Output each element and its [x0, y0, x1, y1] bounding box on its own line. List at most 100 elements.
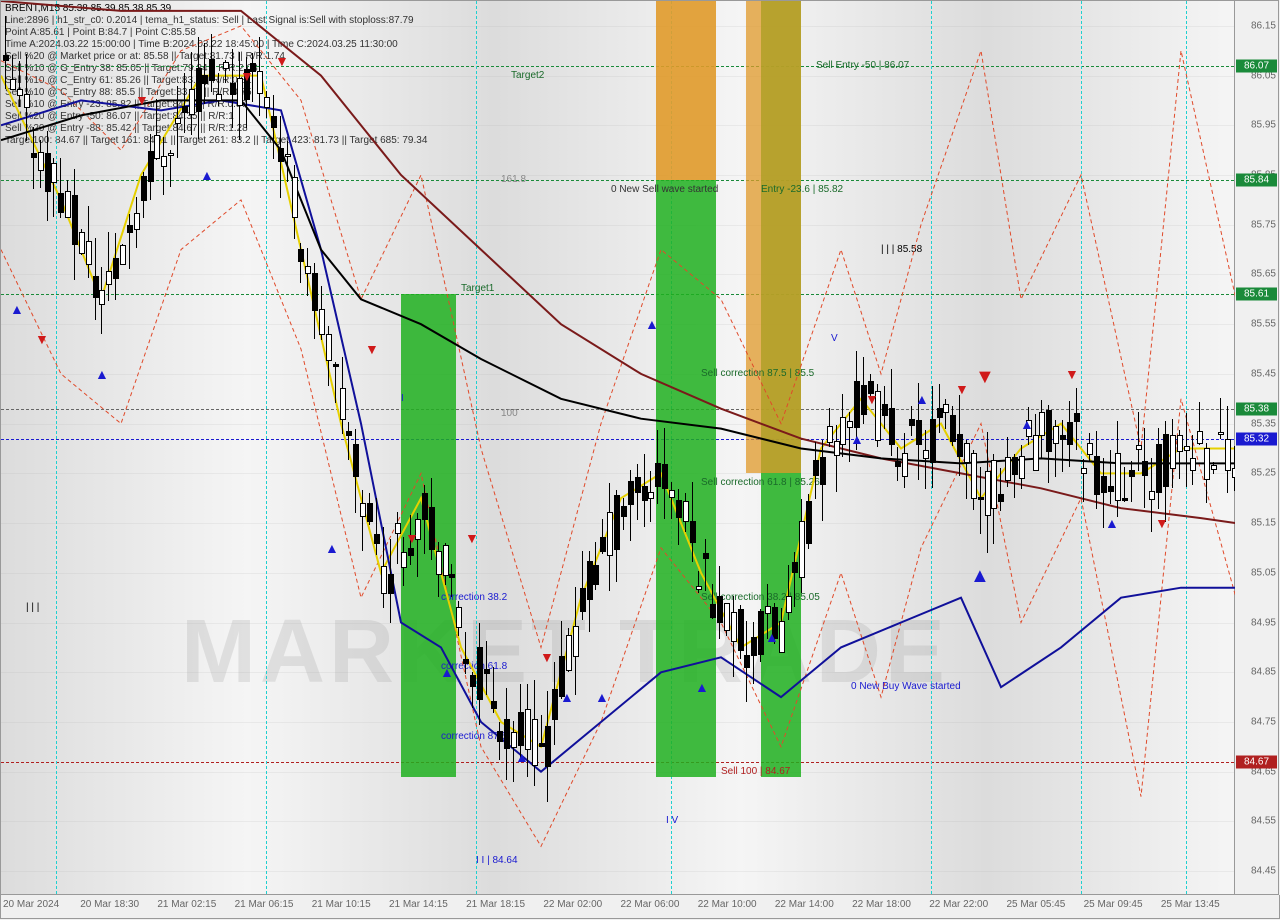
chart-label: | | |	[26, 602, 39, 613]
candle-body	[662, 464, 668, 489]
candle-body	[552, 689, 558, 720]
price-line	[1, 66, 1234, 67]
candle-body	[51, 163, 57, 183]
arrow-up-icon: ▲	[515, 749, 529, 765]
candle-body	[744, 655, 750, 668]
candle-body	[497, 731, 503, 741]
candle-body	[1170, 435, 1176, 469]
arrow-up-icon: ▲	[560, 689, 574, 705]
candle-body	[717, 596, 723, 624]
candle-body	[1122, 498, 1128, 501]
chart-label: I V	[666, 815, 678, 826]
candle-body	[305, 266, 311, 274]
candle-body	[710, 604, 716, 618]
arrow-up-icon: ▲	[440, 664, 454, 680]
candle-body	[703, 553, 709, 559]
candle-body	[621, 506, 627, 518]
grid-line	[1, 821, 1234, 822]
grid-line	[1, 672, 1234, 673]
candle-body	[758, 611, 764, 655]
y-tick: 85.65	[1251, 269, 1276, 280]
candle-body	[724, 603, 730, 631]
info-line: Sell %20 @ Market price or at: 85.58 || …	[5, 51, 285, 62]
candle-body	[93, 276, 99, 298]
candle-body	[271, 116, 277, 128]
candle-body	[751, 637, 757, 656]
candle-wick	[5, 16, 6, 89]
candle-body	[79, 232, 85, 255]
candle-body	[1094, 456, 1100, 495]
candle-wick	[980, 467, 981, 535]
y-tick: 85.95	[1251, 120, 1276, 131]
candle-wick	[1000, 468, 1001, 512]
candle-body	[17, 89, 23, 96]
candle-body	[799, 521, 805, 578]
chart-label: Sell 100 | 84.67	[721, 766, 790, 777]
arrow-up-icon: ▲	[595, 689, 609, 705]
chart-label: 161.8	[501, 174, 526, 185]
grid-line	[1, 573, 1234, 574]
candle-body	[607, 512, 613, 557]
candle-body	[388, 574, 394, 595]
y-badge: 84.67	[1236, 755, 1277, 768]
candle-body	[175, 118, 181, 124]
candle-body	[106, 271, 112, 285]
candle-body	[1204, 448, 1210, 480]
y-badge: 85.84	[1236, 174, 1277, 187]
y-tick: 84.45	[1251, 866, 1276, 877]
candle-wick	[945, 399, 946, 429]
time-marker	[266, 1, 267, 894]
arrow-down-icon: ▼	[955, 381, 969, 397]
time-marker	[1081, 1, 1082, 894]
candle-body	[470, 675, 476, 687]
candle-body	[127, 225, 133, 232]
candle-wick	[108, 232, 109, 301]
candle-body	[998, 494, 1004, 502]
grid-line	[1, 175, 1234, 176]
chart-label: 100	[501, 408, 518, 419]
y-tick: 85.55	[1251, 319, 1276, 330]
x-tick: 22 Mar 10:00	[698, 899, 757, 910]
candle-wick	[1083, 459, 1084, 501]
candle-body	[182, 106, 188, 114]
chart-label: Sell Entry -50 | 86.07	[816, 60, 909, 71]
grid-line	[1, 76, 1234, 77]
candle-body	[443, 545, 449, 576]
candle-body	[223, 62, 229, 69]
price-line	[1, 294, 1234, 295]
grid-line	[1, 125, 1234, 126]
y-tick: 85.45	[1251, 368, 1276, 379]
x-tick: 21 Mar 06:15	[235, 899, 294, 910]
chart-label: Target2	[511, 70, 544, 81]
candle-body	[518, 712, 524, 746]
candle-body	[257, 71, 263, 94]
candle-body	[285, 154, 291, 157]
x-tick: 20 Mar 18:30	[80, 899, 139, 910]
candle-body	[1060, 435, 1066, 440]
arrow-up-icon: ▲	[765, 629, 779, 645]
arrow-up-icon: ▲	[1105, 515, 1119, 531]
chart-area[interactable]: MARKET TRADE BRENT,M15 85.38 85.39 85.38…	[0, 0, 1235, 895]
candle-body	[1101, 476, 1107, 493]
x-tick: 21 Mar 10:15	[312, 899, 371, 910]
candle-body	[395, 523, 401, 534]
y-tick: 85.15	[1251, 518, 1276, 529]
candle-body	[381, 566, 387, 594]
candle-wick	[1138, 412, 1139, 471]
info-line: Point A:85.61 | Point B:84.7 | Point C:8…	[5, 27, 196, 38]
candle-body	[930, 419, 936, 463]
candle-wick	[513, 721, 514, 782]
x-tick: 21 Mar 18:15	[466, 899, 525, 910]
candle-body	[38, 152, 44, 171]
arrow-up-icon: ▲	[695, 679, 709, 695]
candle-body	[491, 701, 497, 708]
candle-body	[1197, 431, 1203, 445]
x-tick: 25 Mar 09:45	[1084, 899, 1143, 910]
x-tick: 22 Mar 18:00	[852, 899, 911, 910]
candle-body	[292, 177, 298, 219]
candle-wick	[836, 425, 837, 492]
candle-body	[593, 565, 599, 585]
candle-wick	[465, 632, 466, 673]
candle-body	[792, 562, 798, 573]
candle-body	[484, 669, 490, 673]
